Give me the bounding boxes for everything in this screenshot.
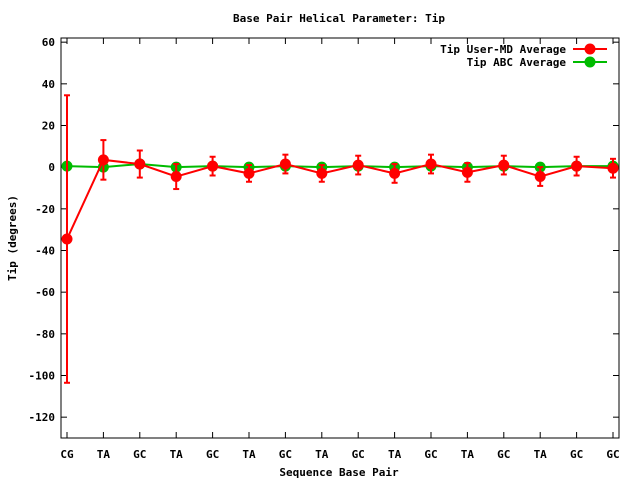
data-point xyxy=(607,162,619,174)
y-tick-label: -40 xyxy=(35,245,55,258)
y-axis-ticks: 60 40 20 0 -20 -40 -60 -80 -100 -120 xyxy=(29,36,619,424)
data-point xyxy=(97,154,109,166)
x-axis-ticks: CG TA GC TA GC TA GC TA GC TA GC TA GC TA GC GC xyxy=(60,38,620,461)
legend-label-user-md: Tip User-MD Average xyxy=(440,43,566,56)
y-tick-label: 60 xyxy=(42,36,55,49)
legend-marker-user-md xyxy=(584,43,596,55)
x-axis-label: Sequence Base Pair xyxy=(279,466,399,479)
y-tick-label: -100 xyxy=(29,370,56,383)
data-point xyxy=(498,159,510,171)
legend: Tip User-MD Average Tip ABC Average xyxy=(440,43,607,69)
series-line xyxy=(66,163,613,169)
y-tick-label: 40 xyxy=(42,78,55,91)
y-tick-label: -60 xyxy=(35,286,55,299)
data-point xyxy=(461,166,473,178)
x-tick-label: TA xyxy=(97,448,111,461)
legend-label-abc: Tip ABC Average xyxy=(467,56,567,69)
x-tick-label: GC xyxy=(606,448,619,461)
x-tick-label: TA xyxy=(388,448,402,461)
series-layer xyxy=(61,94,619,384)
data-point xyxy=(61,233,73,245)
data-point xyxy=(170,171,182,183)
y-tick-label: -120 xyxy=(29,411,56,424)
chart-title: Base Pair Helical Parameter: Tip xyxy=(233,12,445,25)
data-point xyxy=(534,171,546,183)
x-tick-label: GC xyxy=(424,448,437,461)
data-point xyxy=(352,159,364,171)
x-tick-label: GC xyxy=(352,448,365,461)
x-tick-label: GC xyxy=(570,448,583,461)
x-tick-label: GC xyxy=(497,448,510,461)
series-user-md xyxy=(61,94,619,384)
data-point xyxy=(389,167,401,179)
x-tick-label: TA xyxy=(315,448,329,461)
x-tick-label: TA xyxy=(461,448,475,461)
x-tick-label: GC xyxy=(279,448,292,461)
x-tick-label: GC xyxy=(206,448,219,461)
y-axis-label: Tip (degrees) xyxy=(6,195,19,281)
y-tick-label: -20 xyxy=(35,203,55,216)
plot-frame xyxy=(60,37,620,439)
x-tick-label: TA xyxy=(534,448,548,461)
x-tick-label: GC xyxy=(133,448,146,461)
data-point xyxy=(243,167,255,179)
x-tick-label: TA xyxy=(170,448,184,461)
data-point xyxy=(316,167,328,179)
data-point xyxy=(134,158,146,170)
data-point xyxy=(207,160,219,172)
legend-marker-abc xyxy=(584,56,596,68)
series-line xyxy=(66,158,614,240)
data-point xyxy=(425,158,437,170)
y-tick-label: -80 xyxy=(35,328,55,341)
y-tick-label: 20 xyxy=(42,120,55,133)
y-tick-label: 0 xyxy=(48,161,55,174)
x-tick-label: CG xyxy=(60,448,74,461)
x-tick-label: TA xyxy=(242,448,256,461)
data-point xyxy=(571,160,583,172)
data-point xyxy=(279,158,291,170)
